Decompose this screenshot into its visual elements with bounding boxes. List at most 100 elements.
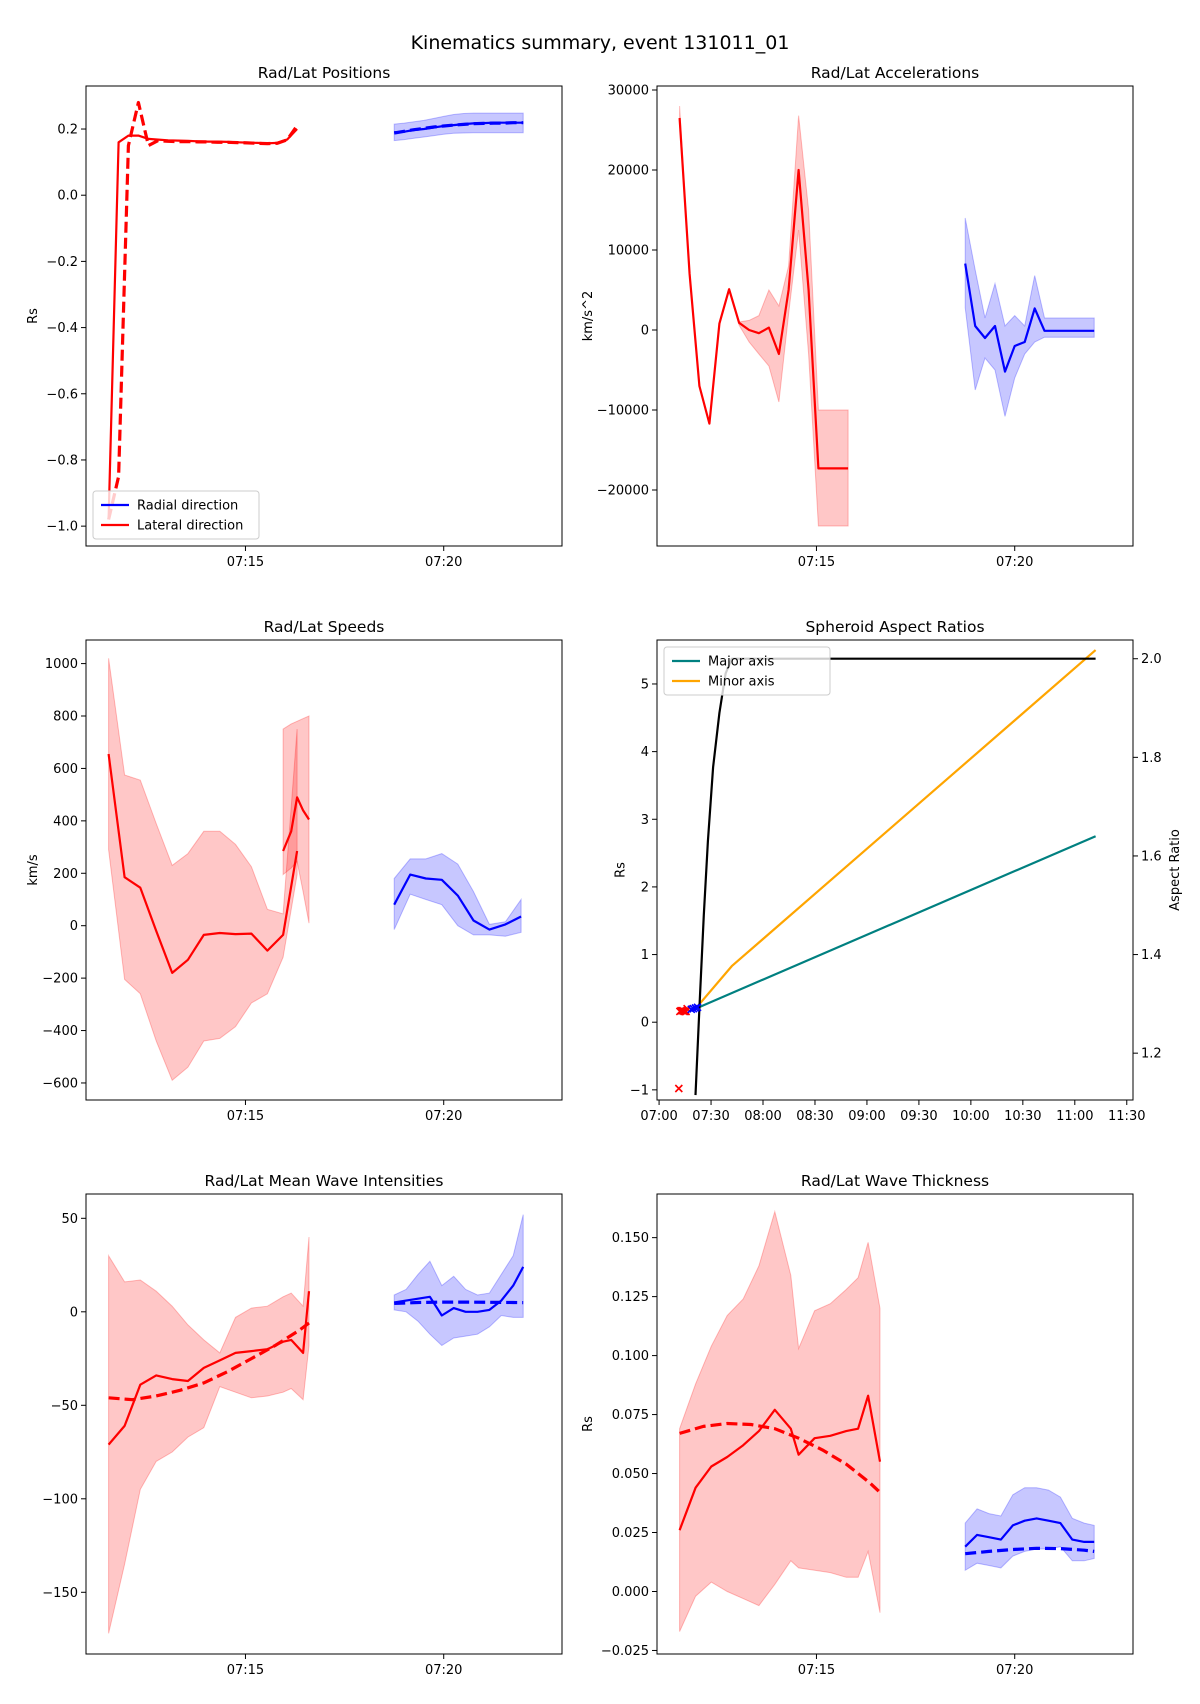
x-tick-label: 07:15: [227, 1663, 264, 1678]
series-line: [964, 263, 1095, 373]
series-line: [393, 873, 522, 931]
y-tick-label: 2: [641, 880, 649, 895]
x-tick-label: 11:00: [1056, 1109, 1093, 1124]
panel-title: Rad/Lat Positions: [258, 64, 391, 82]
y-tick-label: −600: [42, 1076, 78, 1091]
y-right-axis-label: Aspect Ratio: [1168, 829, 1183, 911]
y-tick-label: 0: [641, 1016, 649, 1031]
y-tick-label: −20000: [597, 484, 649, 499]
x-tick-label: 07:20: [425, 1663, 462, 1678]
axes-frame: [656, 85, 1134, 547]
y-tick-label: 0.2: [57, 123, 78, 138]
y-right-tick-label: 1.8: [1141, 751, 1162, 766]
series-line: [695, 835, 1097, 1010]
uncertainty-band: [108, 1236, 310, 1634]
y-tick-label: 0.025: [612, 1526, 649, 1541]
y-tick-label: −0.8: [46, 453, 78, 468]
y-tick-label: −0.2: [46, 255, 78, 270]
legend-entry: Minor axis: [708, 675, 775, 690]
fit-line: [394, 1300, 524, 1305]
y-tick-label: −200: [42, 972, 78, 987]
y-tick-label: −0.025: [601, 1644, 649, 1659]
fit-line: [679, 1421, 882, 1494]
y-axis-label: Rs: [26, 308, 41, 324]
y-tick-label: 0.150: [612, 1231, 649, 1246]
figure-title: Kinematics summary, event 131011_01: [411, 32, 790, 54]
panel-0: Rad/Lat Positions 0.2 0.0 −0.2 −0.4 −0.6 −0.8 −…: [26, 64, 563, 570]
plot-area: [107, 1214, 525, 1634]
series-line: [394, 1266, 525, 1317]
y-tick-label: 0.0: [57, 189, 78, 204]
uncertainty-band: [964, 217, 1095, 417]
panel-4: Rad/Lat Mean Wave Intensities 50 0 −50 −100 −…: [42, 1172, 563, 1678]
y-axis-label: Rs: [581, 1416, 596, 1432]
y-tick-label: 0.125: [612, 1290, 649, 1305]
legend-box: [663, 646, 831, 696]
legend-entry: Lateral direction: [137, 519, 243, 534]
legend-box: [92, 490, 260, 540]
uncertainty-band: [393, 1214, 524, 1347]
y-tick-label: 0.050: [612, 1467, 649, 1482]
panel-5: Rad/Lat Wave Thickness 0.150 0.125 0.100 0.0…: [581, 1172, 1134, 1678]
x-tick-label: 10:30: [1004, 1109, 1041, 1124]
x-tick-label: 07:15: [227, 555, 264, 570]
y-tick-label: 50: [61, 1212, 78, 1227]
panel-3: Spheroid Aspect Ratios 5 4 3 2 1 0 −1 2.0 1.8 1.6 1…: [614, 618, 1183, 1124]
fit-line: [107, 100, 299, 520]
x-tick-label: 10:00: [952, 1109, 989, 1124]
fit-line: [965, 1546, 1095, 1556]
x-tick-label: 07:20: [996, 1663, 1033, 1678]
y-right-tick-label: 1.2: [1141, 1047, 1162, 1062]
axes-frame: [85, 85, 563, 547]
y-right-tick-label: 1.6: [1141, 849, 1162, 864]
axes-frame: [656, 639, 1134, 1101]
x-tick-label: 07:15: [798, 1663, 835, 1678]
uncertainty-band: [108, 658, 298, 1082]
plot-area: [107, 658, 522, 1082]
y-tick-label: 0: [70, 1305, 78, 1320]
y-right-tick-label: 1.4: [1141, 948, 1162, 963]
y-tick-label: −400: [42, 1024, 78, 1039]
uncertainty-band: [393, 112, 524, 142]
y-tick-label: 0.075: [612, 1408, 649, 1423]
x-tick-label: 07:20: [425, 1109, 462, 1124]
y-tick-label: 0: [641, 324, 649, 339]
panel-1: Rad/Lat Accelerations 30000 20000 10000 0 −10…: [581, 64, 1134, 570]
panel-title: Rad/Lat Accelerations: [811, 64, 980, 82]
series-line: [678, 1394, 882, 1531]
x-tick-label: 09:30: [900, 1109, 937, 1124]
y-tick-label: −10000: [597, 404, 649, 419]
x-tick-label: 07:15: [798, 555, 835, 570]
y-tick-label: −1.0: [46, 520, 78, 535]
y-tick-label: −150: [42, 1586, 78, 1601]
uncertainty-band: [282, 715, 310, 924]
y-tick-label: 0: [70, 919, 78, 934]
series-line: [107, 1291, 311, 1446]
y-tick-label: 800: [53, 710, 78, 725]
series-line: [694, 649, 1097, 1010]
y-tick-label: 1000: [45, 657, 78, 672]
y-tick-label: −0.4: [46, 321, 78, 336]
y-axis-label: km/s: [26, 854, 41, 886]
panel-title: Spheroid Aspect Ratios: [805, 618, 984, 636]
y-tick-label: −100: [42, 1492, 78, 1507]
x-tick-label: 07:30: [692, 1109, 729, 1124]
y-tick-label: 5: [641, 677, 649, 692]
y-tick-label: 200: [53, 867, 78, 882]
y-tick-label: 30000: [608, 84, 649, 99]
plot-area: [678, 105, 1095, 527]
y-axis-label: km/s^2: [581, 291, 596, 342]
y-tick-label: 20000: [608, 164, 649, 179]
data-marker: [674, 1084, 683, 1093]
panels: Rad/Lat Positions 0.2 0.0 −0.2 −0.4 −0.6 −0.8 −…: [26, 64, 1183, 1678]
legend-entry: Major axis: [708, 655, 774, 670]
panel-title: Rad/Lat Mean Wave Intensities: [205, 1172, 444, 1190]
fit-line: [108, 1321, 310, 1402]
fit-line: [393, 121, 524, 135]
x-tick-label: 08:00: [744, 1109, 781, 1124]
axes-frame: [656, 1193, 1134, 1655]
series-line: [964, 1517, 1095, 1548]
